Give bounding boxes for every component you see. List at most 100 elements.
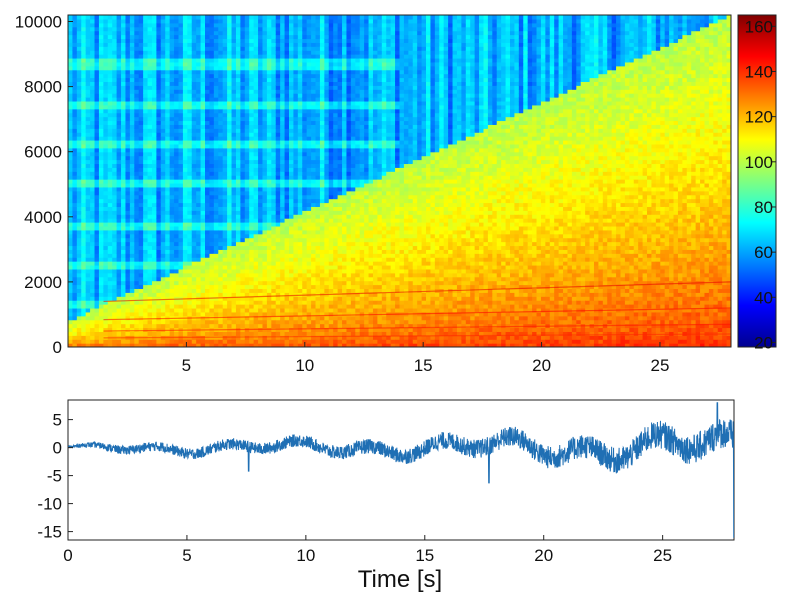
spectrogram-cell (244, 112, 250, 118)
spectrogram-cell (72, 194, 78, 200)
spectrogram-cell (85, 26, 91, 32)
spectrogram-cell (319, 182, 325, 188)
spectrogram-cell (169, 18, 175, 24)
spectrogram-cell (98, 159, 104, 165)
spectrogram-cell (311, 167, 317, 172)
spectrogram-cell (90, 18, 96, 24)
spectrogram-cell (306, 120, 312, 125)
spectrogram-cell (187, 46, 193, 51)
spectrogram-cell (112, 182, 118, 188)
spectrogram-cell (280, 222, 286, 227)
spectrogram-cell (249, 15, 255, 20)
spectrogram-cell (174, 343, 180, 347)
spectrogram-cell (81, 194, 87, 200)
spectrogram-cell (85, 214, 91, 219)
spectrogram-cell (160, 272, 166, 278)
spectrogram-cell (209, 128, 215, 133)
spectrogram-cell (231, 151, 237, 157)
spectrogram-cell (85, 229, 91, 235)
spectrogram-cell (103, 163, 109, 168)
spectrogram-cell (306, 343, 312, 347)
spectrogram-cell (94, 237, 100, 243)
spectrogram-cell (249, 171, 255, 176)
spectrogram-cell (324, 323, 330, 329)
spectrogram-cell (222, 296, 228, 301)
spectrogram-cell (311, 225, 317, 231)
spectrogram-cell (266, 300, 272, 305)
spectrogram-cell (143, 143, 149, 149)
spectrogram-cell (302, 132, 308, 137)
spectrogram-cell (178, 73, 184, 79)
spectrogram-cell (165, 198, 171, 204)
spectrogram-cell (107, 268, 113, 274)
spectrogram-cell (98, 339, 104, 344)
spectrogram-cell (68, 276, 74, 282)
spectrogram-cell (280, 311, 286, 317)
spectrogram-cell (196, 104, 202, 110)
spectrogram-cell (138, 319, 144, 325)
spectrogram-cell (90, 54, 96, 59)
spectrogram-cell (187, 22, 193, 28)
spectrogram-cell (275, 179, 281, 184)
spectrogram-cell (191, 30, 197, 36)
spectrogram-cell (138, 323, 144, 329)
spectrogram-cell (147, 38, 153, 43)
spectrogram-cell (209, 222, 215, 227)
spectrogram-cell (81, 116, 87, 122)
spectrogram-cell (116, 120, 122, 125)
spectrogram-cell (297, 175, 303, 180)
spectrogram-cell (218, 241, 224, 247)
spectrogram-cell (165, 69, 171, 75)
spectrogram-cell (156, 225, 162, 231)
spectrogram-cell (293, 327, 299, 332)
spectrogram-cell (143, 343, 149, 347)
spectrogram-cell (112, 151, 118, 157)
spectrogram-cell (72, 245, 78, 250)
spectrogram-cell (271, 171, 277, 176)
spectrogram-cell (76, 81, 82, 86)
spectrogram-cell (271, 343, 277, 347)
spectrogram-cell (103, 264, 109, 270)
spectrogram-cell (200, 108, 206, 114)
spectrogram-cell (258, 100, 264, 106)
spectrogram-cell (311, 284, 317, 290)
spectrogram-cell (302, 296, 308, 301)
spectrogram-cell (107, 233, 113, 239)
spectrogram-cell (169, 331, 175, 336)
spectrogram-cell (143, 81, 149, 86)
spectrogram-cell (249, 104, 255, 110)
spectrogram-cell (125, 81, 131, 86)
spectrogram-cell (165, 81, 171, 86)
spectrogram-cell (324, 175, 330, 180)
spectrogram-cell (107, 132, 113, 137)
spectrogram-cell (324, 315, 330, 321)
spectrogram-cell (94, 26, 100, 32)
spectrogram-cell (280, 132, 286, 137)
spectrogram-cell (121, 280, 127, 286)
spectrogram-cell (240, 210, 246, 215)
spectrogram-cell (174, 241, 180, 247)
spectrogram-cell (68, 222, 74, 227)
spectrogram-cell (76, 124, 82, 129)
spectrogram-cell (319, 26, 325, 32)
spectrogram-cell (271, 15, 277, 20)
spectrogram-cell (289, 276, 295, 282)
spectrogram-cell (174, 139, 180, 145)
spectrogram-cell (297, 311, 303, 317)
spectrogram-cell (218, 132, 224, 137)
spectrogram-cell (134, 222, 140, 227)
spectrogram-cell (156, 311, 162, 317)
spectrogram-cell (76, 315, 82, 321)
spectrogram-cell (121, 120, 127, 125)
spectrogram-cell (205, 151, 211, 157)
spectrogram-cell (165, 276, 171, 282)
spectrogram-cell (178, 198, 184, 204)
spectrogram-cell (253, 307, 259, 313)
spectrogram-cell (227, 288, 233, 293)
spectrogram-cell (306, 97, 312, 102)
spectrogram-cell (107, 81, 113, 86)
spectrogram-cell (156, 136, 162, 141)
spectrogram-cell (94, 292, 100, 297)
spectrogram-cell (227, 34, 233, 40)
spectrogram-cell (209, 151, 215, 157)
